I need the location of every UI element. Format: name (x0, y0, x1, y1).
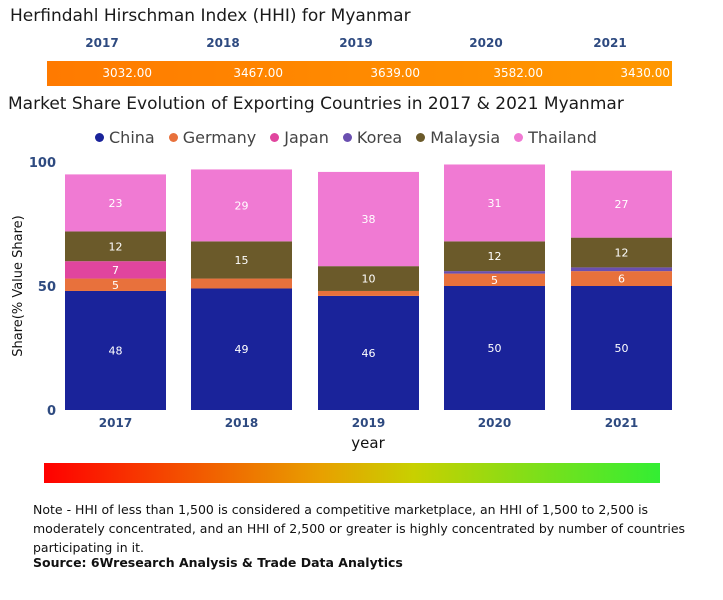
data-label: 46 (362, 347, 376, 360)
y-tick-label: 0 (47, 404, 56, 419)
legend-dot-icon (342, 133, 352, 142)
data-label: 49 (235, 343, 249, 356)
hhi-value: 3582.00 (493, 66, 543, 80)
legend-label: China (109, 128, 155, 147)
bar-segment-korea-2020 (444, 271, 545, 274)
bar-segment-china-2021 (571, 286, 672, 410)
bar-segment-germany-2018 (191, 278, 292, 289)
chart-legend: China Germany Japan Korea Malaysia Thailand (95, 128, 597, 147)
legend-label: Korea (356, 128, 403, 147)
data-label: 50 (615, 342, 629, 355)
hhi-value: 3639.00 (370, 66, 420, 80)
legend-dot-icon (416, 133, 426, 142)
legend-label: Germany (182, 128, 257, 147)
bar-segment-thailand-2018 (191, 169, 292, 242)
data-label: 5 (112, 279, 119, 292)
source-credit: Source: 6Wresearch Analysis & Trade Data… (33, 555, 403, 570)
data-label: 12 (109, 240, 123, 253)
bar-segment-malaysia-2018 (191, 241, 292, 279)
x-tick-label: 2020 (478, 416, 511, 430)
concentration-gradient-bar (44, 463, 660, 483)
data-label: 7 (112, 264, 119, 277)
hhi-value: 3467.00 (233, 66, 283, 80)
legend-dot-icon (514, 133, 524, 142)
data-label: 48 (109, 344, 123, 357)
bar-segment-thailand-2020 (444, 164, 545, 242)
data-label: 12 (488, 250, 502, 263)
data-label: 6 (618, 273, 625, 286)
legend-item-germany: Germany (168, 128, 257, 147)
bar-segment-japan-2017 (65, 261, 166, 279)
hhi-year-label: 2020 (469, 36, 503, 50)
data-label: 50 (488, 342, 502, 355)
bar-segment-germany-2019 (318, 290, 419, 296)
x-axis-title: year (351, 434, 385, 452)
legend-item-japan: Japan (270, 128, 329, 147)
bar-segment-thailand-2019 (318, 171, 419, 267)
legend-item-korea: Korea (342, 128, 403, 147)
bar-segment-thailand-2021 (571, 170, 672, 238)
hhi-year-label: 2019 (339, 36, 373, 50)
legend-label: Japan (284, 128, 329, 147)
data-label: 27 (615, 198, 629, 211)
legend-dot-icon (168, 133, 178, 142)
chart-title: Market Share Evolution of Exporting Coun… (8, 94, 624, 114)
hhi-year-label: 2017 (85, 36, 119, 50)
bar-segment-china-2020 (444, 286, 545, 410)
bar-segment-malaysia-2019 (318, 266, 419, 291)
x-tick-label: 2019 (352, 416, 385, 430)
y-tick-label: 100 (29, 156, 56, 171)
data-label: 23 (109, 197, 123, 210)
hhi-value: 3430.00 (620, 66, 670, 80)
bar-segment-thailand-2017 (65, 174, 166, 232)
data-label: 31 (488, 197, 502, 210)
data-label: 38 (362, 213, 376, 226)
bar-segment-korea-2021 (571, 267, 672, 272)
x-tick-label: 2021 (605, 416, 638, 430)
y-axis-title: Share(% Value Share) (11, 215, 26, 357)
hhi-note: Note - HHI of less than 1,500 is conside… (33, 502, 686, 555)
data-label: 15 (235, 254, 249, 267)
legend-item-china: China (95, 128, 155, 147)
data-label: 10 (362, 273, 376, 286)
legend-label: Malaysia (430, 128, 501, 147)
bar-segment-china-2018 (191, 288, 292, 410)
legend-label: Thailand (528, 128, 597, 147)
bar-segment-china-2017 (65, 290, 166, 410)
hhi-value-bar: 3032.00 3467.00 3639.00 3582.00 3430.00 (47, 61, 672, 86)
legend-item-thailand: Thailand (514, 128, 597, 147)
bar-segment-germany-2017 (65, 278, 166, 291)
stacked-bar-chart: Share(% Value Share) 0 50 100 48 5 7 12 23 2017 49… (11, 156, 672, 452)
bar-segment-malaysia-2020 (444, 241, 545, 272)
hhi-value: 3032.00 (102, 66, 152, 80)
bar-segment-germany-2021 (571, 271, 672, 286)
data-label: 5 (491, 274, 498, 287)
legend-dot-icon (270, 133, 280, 142)
hhi-year-label: 2018 (206, 36, 240, 50)
bar-segment-malaysia-2017 (65, 231, 166, 262)
bar-segment-germany-2020 (444, 273, 545, 286)
x-tick-label: 2017 (99, 416, 132, 430)
hhi-year-label: 2021 (593, 36, 627, 50)
bar-segment-china-2019 (318, 295, 419, 410)
data-label: 29 (235, 199, 249, 212)
bar-segment-malaysia-2021 (571, 237, 672, 268)
data-label: 12 (615, 247, 629, 260)
x-tick-label: 2018 (225, 416, 258, 430)
hhi-title: Herfindahl Hirschman Index (HHI) for Mya… (10, 6, 411, 26)
y-tick-label: 50 (38, 280, 56, 295)
legend-item-malaysia: Malaysia (416, 128, 500, 147)
legend-dot-icon (95, 133, 104, 142)
